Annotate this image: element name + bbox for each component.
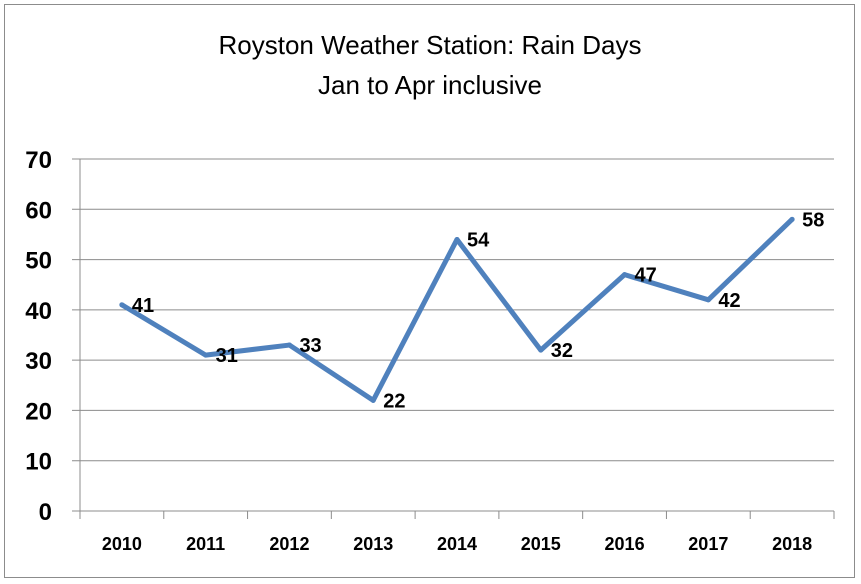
data-label: 33 <box>299 335 321 357</box>
x-tick-label: 2018 <box>772 534 812 554</box>
data-point <box>286 342 292 348</box>
chart-title-line-1: Royston Weather Station: Rain Days <box>219 30 642 60</box>
y-axis: 0 10 20 30 40 50 60 70 <box>25 147 81 526</box>
y-tick-label: 30 <box>25 348 52 375</box>
x-axis: 2010 2011 2012 2013 2014 2015 2016 2017 2018 <box>79 511 835 554</box>
y-tick-label: 40 <box>25 298 52 325</box>
data-point <box>622 272 628 278</box>
chart-title-line-2: Jan to Apr inclusive <box>318 70 542 100</box>
data-label: 54 <box>467 229 490 251</box>
data-point <box>705 297 711 303</box>
data-label: 31 <box>216 345 238 367</box>
data-point <box>454 236 460 242</box>
data-label: 22 <box>383 390 405 412</box>
data-point <box>370 397 376 403</box>
y-tick-label: 60 <box>25 197 52 224</box>
data-point <box>203 352 209 358</box>
x-tick-label: 2013 <box>353 534 393 554</box>
x-tick-label: 2010 <box>102 534 142 554</box>
x-tick-label: 2014 <box>437 534 477 554</box>
x-tick-label: 2015 <box>521 534 561 554</box>
data-point <box>119 302 125 308</box>
y-tick-label: 10 <box>25 449 52 476</box>
data-label: 58 <box>802 209 824 231</box>
gridlines <box>72 158 834 512</box>
x-tick-label: 2011 <box>186 534 225 554</box>
series-rain-days <box>119 216 795 403</box>
data-point <box>538 347 544 353</box>
data-label: 41 <box>132 295 154 317</box>
y-tick-label: 70 <box>25 147 52 174</box>
data-labels: 41 31 33 22 54 32 47 42 58 <box>132 209 824 412</box>
x-tick-label: 2016 <box>605 534 645 554</box>
y-tick-label: 20 <box>25 398 52 425</box>
x-tick-label: 2017 <box>688 534 728 554</box>
y-tick-label: 50 <box>25 248 52 275</box>
data-label: 32 <box>551 340 573 362</box>
data-point <box>789 216 795 222</box>
x-tick-label: 2012 <box>269 534 309 554</box>
y-tick-label: 0 <box>39 499 52 526</box>
data-label: 42 <box>718 290 740 312</box>
data-label: 47 <box>635 265 657 287</box>
